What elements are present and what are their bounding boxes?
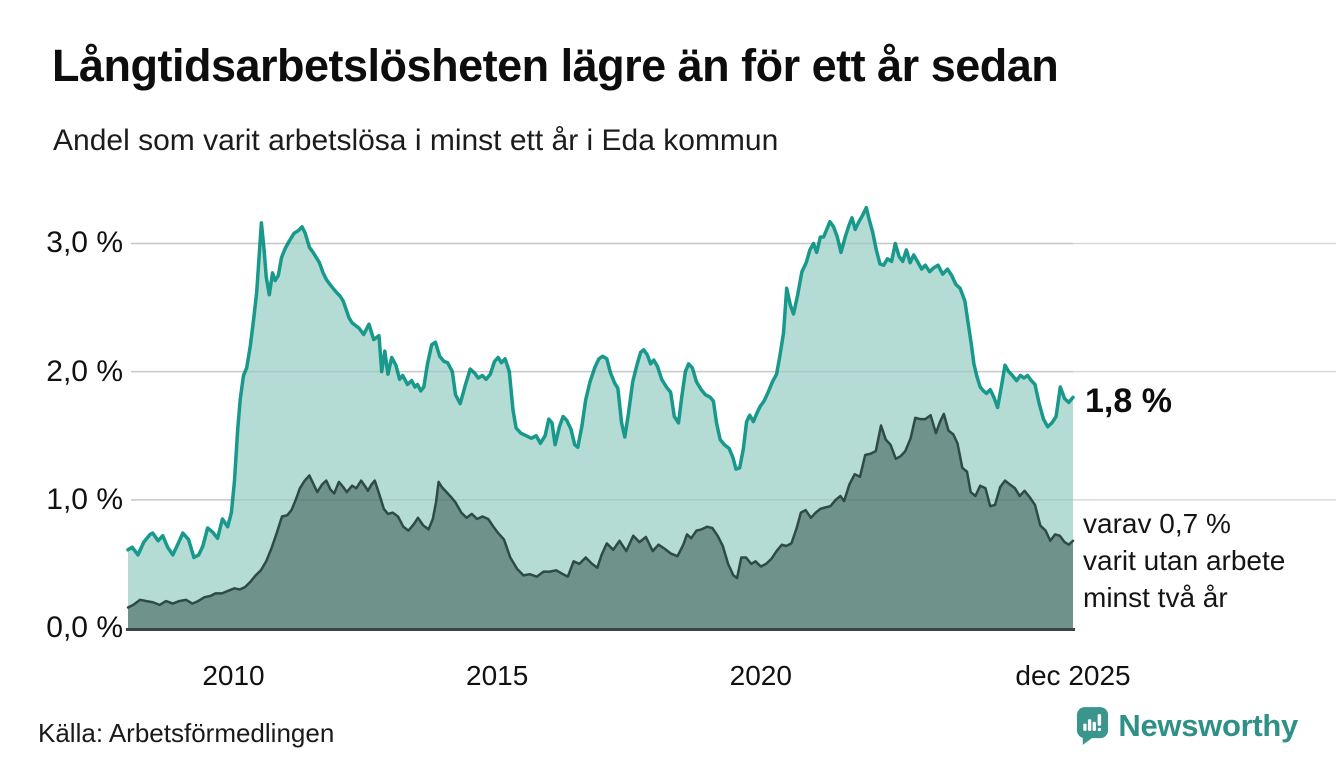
series-line-1: [126, 205, 1075, 560]
y-tick-label: 2,0 %: [46, 354, 123, 388]
page-subtitle: Andel som varit arbetslösa i minst ett å…: [53, 124, 779, 157]
series-line-2: [126, 412, 1075, 609]
y-tick-label: 1,0 %: [46, 482, 123, 516]
y-tick-label: 3,0 %: [46, 226, 123, 260]
secondary-series-annotation: varav 0,7 % varit utan arbete minst två …: [1083, 505, 1285, 616]
y-tick-label: 0,0 %: [46, 611, 123, 644]
annotation-line: varav 0,7 %: [1083, 508, 1231, 539]
source-note: Källa: Arbetsförmedlingen: [38, 718, 335, 748]
newsworthy-brand: Newsworthy: [1076, 706, 1298, 746]
annotation-line: varit utan arbete: [1083, 545, 1286, 576]
x-tick-label: dec 2025: [1015, 660, 1131, 691]
annotation-line: minst två år: [1083, 582, 1228, 613]
x-tick-label: 2010: [202, 660, 265, 691]
newsworthy-logo-icon: [1077, 707, 1109, 745]
x-tick-label: 2020: [729, 660, 792, 691]
x-tick-label: 2015: [465, 660, 529, 691]
series-area-2: [128, 413, 1073, 628]
latest-value-label: 1,8 %: [1085, 382, 1172, 420]
newsworthy-logo-text: Newsworthy: [1118, 708, 1298, 743]
page-title: Långtidsarbetslösheten lägre än för ett …: [52, 40, 1059, 91]
